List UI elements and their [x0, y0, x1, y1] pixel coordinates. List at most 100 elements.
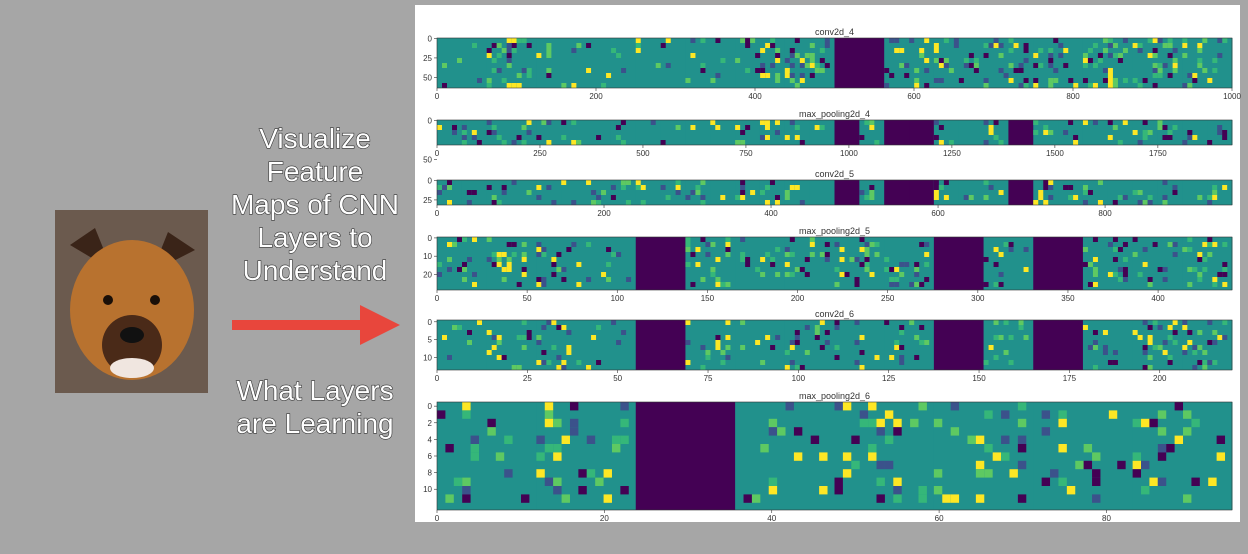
activation [899, 325, 904, 330]
feature-map [884, 120, 909, 145]
activation [795, 365, 800, 370]
feature-map-panel: max_pooling2d_60204060800246810 [423, 391, 1232, 523]
activation [894, 267, 899, 272]
x-tick-label: 60 [935, 514, 944, 523]
activation [1024, 267, 1029, 272]
activation [835, 355, 840, 360]
activation [860, 419, 868, 427]
activation [1113, 360, 1118, 365]
activation [1053, 68, 1058, 73]
activation [765, 135, 770, 140]
activation [1009, 242, 1014, 247]
activation [1103, 78, 1108, 83]
activation [596, 360, 601, 365]
activation [1158, 325, 1163, 330]
activation [1004, 73, 1009, 78]
activation [553, 419, 561, 427]
x-tick-label: 40 [767, 514, 776, 523]
activation [1182, 53, 1187, 58]
activation [1133, 252, 1138, 257]
activation [1073, 140, 1078, 145]
feature-map [1157, 180, 1182, 205]
feature-map [536, 180, 561, 205]
activation [527, 68, 532, 73]
activation [1093, 345, 1098, 350]
activation [934, 48, 939, 53]
activation [999, 190, 1004, 195]
activation [889, 277, 894, 282]
activation [1182, 83, 1187, 88]
activation [1212, 282, 1217, 287]
activation [462, 410, 470, 418]
activation [1068, 78, 1073, 83]
activation [835, 267, 840, 272]
activation [437, 125, 442, 130]
activation [1083, 58, 1088, 63]
panel-title: conv2d_4 [815, 27, 854, 37]
activation [820, 68, 825, 73]
activation [924, 242, 929, 247]
activation [1143, 200, 1148, 205]
activation [606, 277, 611, 282]
activation [790, 272, 795, 277]
activation [765, 43, 770, 48]
activation [517, 83, 522, 88]
activation [447, 185, 452, 190]
activation [999, 335, 1004, 340]
activation [551, 272, 556, 277]
feature-map [1008, 180, 1033, 205]
activation [825, 63, 830, 68]
activation [989, 43, 994, 48]
activation [1158, 345, 1163, 350]
activation [909, 282, 914, 287]
activation [556, 252, 561, 257]
activation [869, 190, 874, 195]
activation [576, 262, 581, 267]
activation [785, 350, 790, 355]
x-tick-label: 300 [971, 294, 985, 303]
activation [487, 330, 492, 335]
activation [1009, 38, 1014, 43]
feature-map [835, 120, 860, 145]
activation [452, 325, 457, 330]
activation [1167, 135, 1172, 140]
activation [462, 267, 467, 272]
activation [566, 350, 571, 355]
activation [527, 120, 532, 125]
activation [571, 242, 576, 247]
activation [467, 200, 472, 205]
activation [1173, 330, 1178, 335]
activation [725, 335, 730, 340]
activation [745, 43, 750, 48]
x-tick-label: 1750 [1149, 149, 1167, 158]
activation [1083, 262, 1088, 267]
activation [705, 242, 710, 247]
activation [616, 252, 621, 257]
y-tick-label: 5 [428, 336, 433, 345]
activation [1108, 78, 1113, 83]
activation [442, 83, 447, 88]
activation [1222, 185, 1227, 190]
activation [919, 48, 924, 53]
activation [1043, 200, 1048, 205]
activation [685, 360, 690, 365]
activation [951, 427, 959, 435]
x-tick-label: 0 [435, 209, 440, 218]
activation [1024, 335, 1029, 340]
feature-map [710, 180, 735, 205]
activation [859, 135, 864, 140]
activation [445, 444, 453, 452]
activation [1123, 272, 1128, 277]
activation [1149, 419, 1157, 427]
activation [536, 360, 541, 365]
activation [551, 200, 556, 205]
activation [868, 452, 876, 460]
activation [1141, 419, 1149, 427]
activation [994, 320, 999, 325]
activation [616, 135, 621, 140]
activation [1048, 58, 1053, 63]
activation [805, 63, 810, 68]
activation [825, 252, 830, 257]
activation [815, 125, 820, 130]
activation [1153, 83, 1158, 88]
